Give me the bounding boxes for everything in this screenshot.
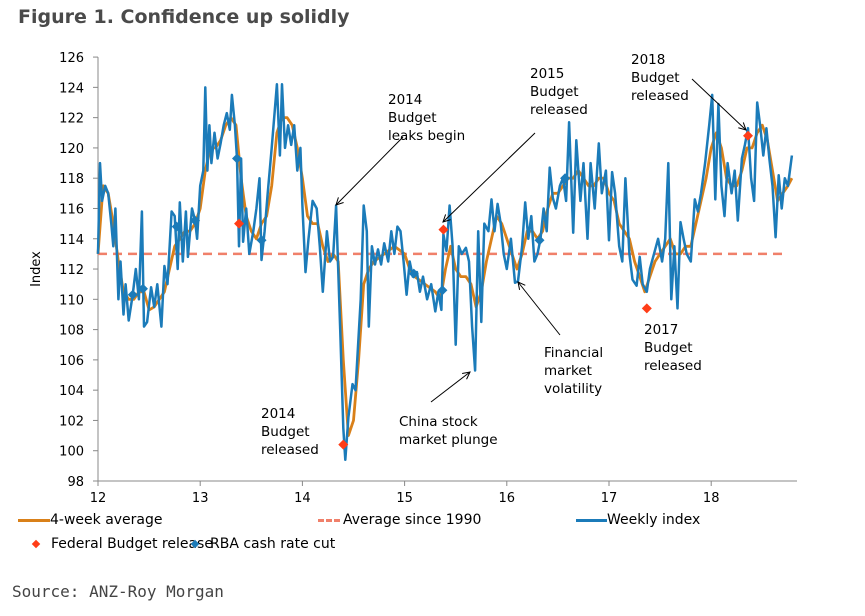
y-tick-label: 102 <box>59 414 84 429</box>
legend-swatch-dashed-line <box>318 518 340 522</box>
budget-release-marker <box>438 224 449 235</box>
annotation-b2014: 2014 <box>261 406 295 422</box>
annotation-leaks: Budget <box>388 110 437 126</box>
annotation-b2017: 2017 <box>644 322 678 338</box>
legend-diamond-marker-red <box>31 539 41 549</box>
y-axis-label: Index <box>29 251 44 287</box>
annotation-arrow <box>691 78 747 131</box>
x-tick-label: 17 <box>601 491 618 506</box>
y-tick-label: 118 <box>59 172 84 187</box>
legend-item-4-week-average: 4-week average <box>18 512 163 528</box>
rba-cut-marker <box>437 285 448 296</box>
source-note: Source: ANZ-Roy Morgan <box>12 582 224 601</box>
y-tick-label: 126 <box>59 51 84 66</box>
rba-cut-marker <box>190 215 201 226</box>
annotation-leaks: leaks begin <box>388 128 465 144</box>
x-tick-label: 18 <box>703 491 720 506</box>
annotation-arrow <box>430 371 471 403</box>
arrowhead-icon <box>335 197 344 206</box>
arrowhead-icon <box>462 371 471 380</box>
legend-swatch-blue-line <box>576 518 607 522</box>
y-tick-label: 114 <box>59 233 84 248</box>
annotation-b2015: released <box>530 102 588 118</box>
legend-label: Average since 1990 <box>343 512 482 528</box>
rba-cut-marker <box>127 289 138 300</box>
y-tick-label: 112 <box>59 263 84 278</box>
y-tick-label: 110 <box>59 293 84 308</box>
rba-cut-marker <box>560 173 571 184</box>
annotation-fin: market <box>544 363 592 379</box>
legend-swatch-orange-line <box>18 518 50 522</box>
annotation-b2018: Budget <box>631 70 680 86</box>
legend-label: RBA cash rate cut <box>210 536 336 552</box>
arrowhead-icon <box>517 281 526 290</box>
x-tick-label: 15 <box>396 491 413 506</box>
y-tick-label: 122 <box>59 112 84 127</box>
annotation-b2014: Budget <box>261 424 310 440</box>
annotation-arrow <box>442 132 536 223</box>
x-tick-label: 14 <box>294 491 311 506</box>
annotation-b2018: released <box>631 88 689 104</box>
rba-cut-marker <box>231 153 242 164</box>
legend-diamond-marker-blue <box>190 539 200 549</box>
y-tick-label: 108 <box>59 324 84 339</box>
legend-item-average-since-1990: Average since 1990 <box>318 512 481 528</box>
annotation-fin: volatility <box>544 381 602 397</box>
rba-cut-marker <box>137 283 148 294</box>
weekly-index-line <box>96 83 794 462</box>
annotation-b2014: released <box>261 442 319 458</box>
annotation-b2017: released <box>644 358 702 374</box>
annotation-arrow <box>335 136 404 206</box>
annotation-china: market plunge <box>399 432 498 448</box>
annotation-b2015: 2015 <box>530 66 564 82</box>
budget-release-marker <box>234 218 245 229</box>
y-tick-label: 100 <box>59 445 84 460</box>
four-week-average-line <box>96 116 794 437</box>
y-tick-label: 106 <box>59 354 84 369</box>
chart-title: Figure 1. Confidence up solidly <box>18 6 350 28</box>
y-tick-label: 104 <box>59 384 84 399</box>
legend-label: Weekly index <box>607 512 701 528</box>
y-tick-label: 124 <box>59 81 84 96</box>
rba-cut-marker <box>534 235 545 246</box>
budget-release-marker <box>338 439 349 450</box>
rba-cut-marker <box>256 235 267 246</box>
budget-release-marker <box>742 130 753 141</box>
legend-item-federal-budget: Federal Budget release <box>31 536 213 552</box>
y-tick-label: 120 <box>59 142 84 157</box>
legend-item-weekly-index: Weekly index <box>576 512 700 528</box>
x-tick-label: 13 <box>192 491 209 506</box>
annotation-arrow <box>517 281 561 336</box>
x-tick-label: 12 <box>90 491 107 506</box>
arrowhead-icon <box>442 214 451 223</box>
rba-cut-marker <box>171 221 182 232</box>
x-tick-label: 16 <box>499 491 516 506</box>
arrowhead-icon <box>738 122 747 131</box>
annotation-leaks: 2014 <box>388 92 422 108</box>
rba-cut-marker <box>408 268 419 279</box>
annotation-b2015: Budget <box>530 84 579 100</box>
y-tick-label: 98 <box>67 475 84 490</box>
budget-release-marker <box>641 303 652 314</box>
legend-label: 4-week average <box>50 512 163 528</box>
annotation-b2018: 2018 <box>631 52 665 68</box>
legend-label: Federal Budget release <box>51 536 213 552</box>
y-tick-label: 116 <box>59 202 84 217</box>
annotation-china: China stock <box>399 414 478 430</box>
annotation-fin: Financial <box>544 345 603 361</box>
annotation-b2017: Budget <box>644 340 693 356</box>
legend-item-rba-cut: RBA cash rate cut <box>190 536 336 552</box>
